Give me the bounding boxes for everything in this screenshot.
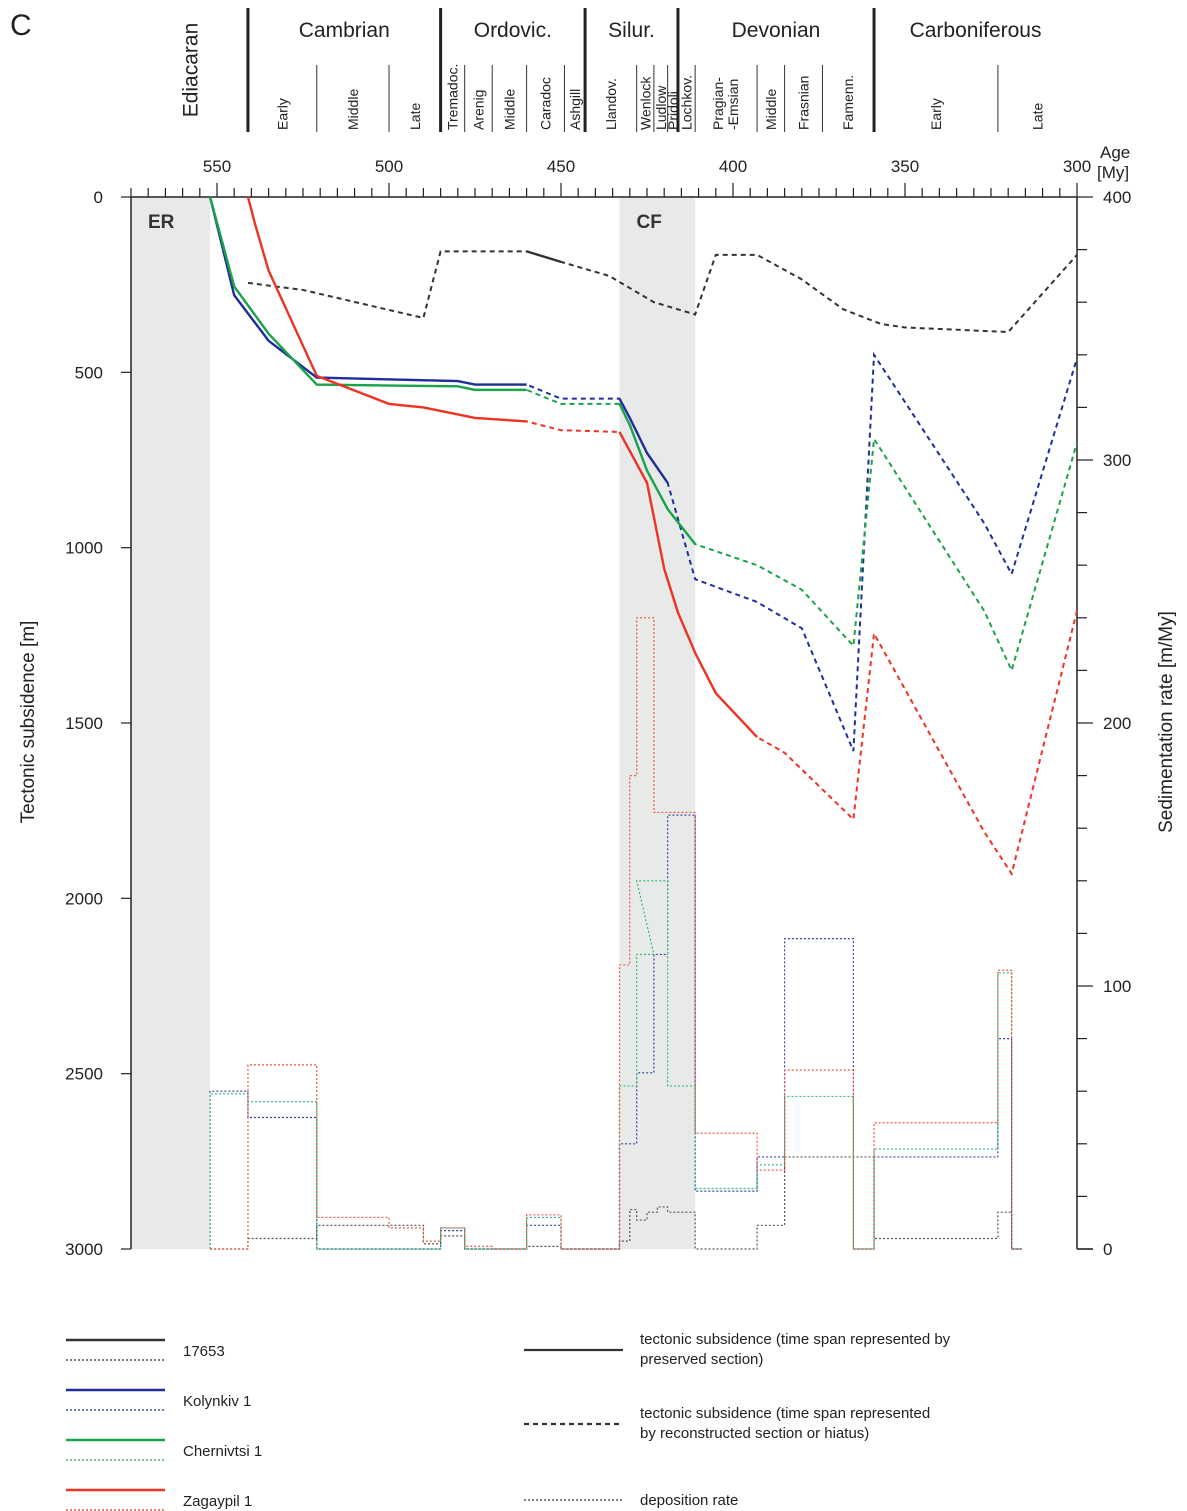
y-left-tick-label: 1000 bbox=[65, 539, 103, 558]
y-right-tick-label: 100 bbox=[1103, 977, 1131, 996]
legend-style-label: deposition rate bbox=[640, 1492, 738, 1509]
legend-well-name: Zagaypil 1 bbox=[183, 1493, 252, 1510]
x-tick-label: 450 bbox=[547, 157, 575, 176]
y-right-tick-label: 300 bbox=[1103, 451, 1131, 470]
x-tick-label: 500 bbox=[375, 157, 403, 176]
epoch-label: Caradoc bbox=[538, 77, 554, 130]
legend-style-label-line2: by reconstructed section or hiatus) bbox=[640, 1425, 869, 1442]
epoch-label: Middle bbox=[345, 89, 361, 130]
axes-layer: 550 500 450 400 350 300Age[My]050010001500200… bbox=[18, 143, 1177, 1259]
shaded-band bbox=[131, 197, 211, 1249]
subsidence-curve-solid bbox=[208, 196, 527, 392]
y-left-tick-label: 500 bbox=[75, 363, 103, 382]
subsidence-curve-solid bbox=[526, 250, 562, 264]
epoch-label: Wenlock bbox=[637, 76, 653, 130]
epoch-label: Arenig bbox=[470, 90, 486, 130]
epoch-label: Ludlow bbox=[653, 85, 669, 130]
band-label: CF bbox=[636, 212, 661, 233]
epoch-label: Middle bbox=[501, 89, 517, 130]
epoch-label: Famenn. bbox=[840, 75, 856, 130]
epoch-label: Late bbox=[407, 103, 423, 130]
legend-well-name: Kolynkiv 1 bbox=[183, 1393, 251, 1410]
y-left-axis-label: Tectonic subsidence [m] bbox=[18, 621, 39, 824]
shaded-band bbox=[619, 197, 696, 1249]
subsidence-curve-dashed bbox=[247, 250, 1078, 334]
period-label: Carboniferous bbox=[910, 19, 1042, 42]
epoch-label: Llandov. bbox=[603, 78, 619, 130]
period-label: Ordovic. bbox=[474, 19, 552, 42]
x-tick-label: 300 bbox=[1063, 157, 1091, 176]
epoch-label: Pridoli bbox=[665, 91, 681, 130]
epoch-label: Frasnian bbox=[796, 76, 812, 130]
epoch-label: Late bbox=[1029, 103, 1045, 130]
legend-style-label: tectonic subsidence (time span represent… bbox=[640, 1405, 930, 1422]
x-axis-label: Age bbox=[1100, 143, 1130, 162]
x-tick-label: 400 bbox=[719, 157, 747, 176]
subsidence-curve-solid bbox=[618, 398, 669, 484]
legend-style-label-line2: preserved section) bbox=[640, 1351, 763, 1368]
epoch-label: -Emsian bbox=[725, 79, 741, 130]
y-left-tick-label: 2500 bbox=[65, 1065, 103, 1084]
period-label: Ediacaran bbox=[179, 23, 202, 118]
legend-style-label: tectonic subsidence (time span represent… bbox=[640, 1331, 951, 1348]
band-layer: ER CF bbox=[131, 197, 696, 1249]
y-left-tick-label: 2000 bbox=[65, 889, 103, 908]
deposition-rate-curve bbox=[209, 814, 1022, 1250]
subsidence-curve-solid bbox=[246, 196, 527, 423]
epoch-label: Ashgill bbox=[567, 89, 583, 130]
epoch-label: Early bbox=[928, 98, 944, 130]
deposition-rate-curve bbox=[210, 1156, 1022, 1250]
subsidence-curve-solid bbox=[208, 196, 527, 386]
y-right-axis-label: Sedimentation rate [m/My] bbox=[1156, 611, 1177, 833]
epoch-label: Pragian- bbox=[710, 77, 726, 130]
y-left-tick-label: 3000 bbox=[65, 1240, 103, 1259]
x-tick-label: 350 bbox=[891, 157, 919, 176]
deposition-rate-curve bbox=[210, 617, 1022, 1250]
period-label: Silur. bbox=[608, 19, 655, 42]
y-right-tick-label: 0 bbox=[1103, 1240, 1112, 1259]
subsidence-layer bbox=[208, 196, 1078, 877]
y-right-tick-label: 200 bbox=[1103, 714, 1131, 733]
deposition-rate-layer bbox=[209, 617, 1022, 1250]
deposition-rate-curve bbox=[209, 880, 1022, 1250]
x-axis-unit: [My] bbox=[1097, 163, 1129, 182]
x-tick-label: 550 bbox=[203, 157, 231, 176]
panel-label: C bbox=[10, 9, 32, 42]
y-left-tick-label: 0 bbox=[94, 188, 103, 207]
legend: 17653 Kolynkiv 1 Chernivtsi 1 Zagaypil 1 tec… bbox=[66, 1331, 951, 1511]
y-right-tick-label: 400 bbox=[1103, 188, 1131, 207]
subsidence-curve-solid bbox=[618, 431, 758, 738]
epoch-label: Early bbox=[274, 98, 290, 130]
epoch-label: Tremadoc. bbox=[445, 64, 461, 130]
legend-well-name: 17653 bbox=[183, 1343, 225, 1360]
stratigraphy-header: Ediacaran Cambrian Ordovic. Silur. Devonian C… bbox=[179, 8, 1045, 132]
epoch-label: Middle bbox=[763, 89, 779, 130]
period-label: Devonian bbox=[732, 19, 821, 42]
period-label: Cambrian bbox=[299, 19, 390, 42]
band-label: ER bbox=[148, 212, 175, 233]
subsidence-curve-solid bbox=[618, 403, 697, 545]
y-left-tick-label: 1500 bbox=[65, 714, 103, 733]
legend-well-name: Chernivtsi 1 bbox=[183, 1443, 262, 1460]
epoch-label: Lochkov. bbox=[679, 75, 695, 130]
